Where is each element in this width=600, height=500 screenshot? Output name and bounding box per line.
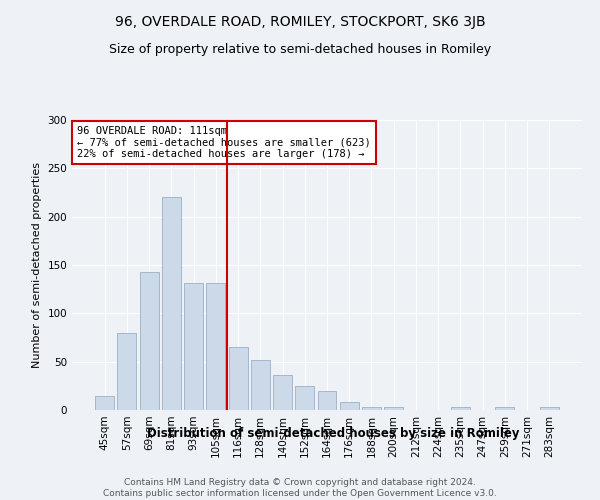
Bar (118, 332, 136, 410)
Text: 96, OVERDALE ROAD, ROMILEY, STOCKPORT, SK6 3JB: 96, OVERDALE ROAD, ROMILEY, STOCKPORT, S… (115, 15, 485, 29)
Bar (229, 347, 248, 410)
Text: 96 OVERDALE ROAD: 111sqm
← 77% of semi-detached houses are smaller (623)
22% of : 96 OVERDALE ROAD: 111sqm ← 77% of semi-d… (77, 126, 371, 159)
Bar (362, 407, 381, 410)
Bar (140, 272, 158, 410)
Bar (184, 284, 203, 410)
Y-axis label: Number of semi-detached properties: Number of semi-detached properties (32, 162, 42, 368)
Bar (496, 407, 514, 410)
Text: Distribution of semi-detached houses by size in Romiley: Distribution of semi-detached houses by … (147, 428, 519, 440)
Bar (273, 375, 292, 410)
Text: Contains HM Land Registry data © Crown copyright and database right 2024.
Contai: Contains HM Land Registry data © Crown c… (103, 478, 497, 498)
Bar (95, 396, 114, 410)
Bar (451, 407, 470, 410)
Bar (206, 284, 225, 410)
Bar (340, 402, 359, 410)
Text: Size of property relative to semi-detached houses in Romiley: Size of property relative to semi-detach… (109, 42, 491, 56)
Bar (540, 407, 559, 410)
Bar (295, 386, 314, 410)
Bar (162, 198, 181, 410)
Bar (317, 390, 337, 410)
Bar (384, 407, 403, 410)
Bar (251, 360, 270, 410)
